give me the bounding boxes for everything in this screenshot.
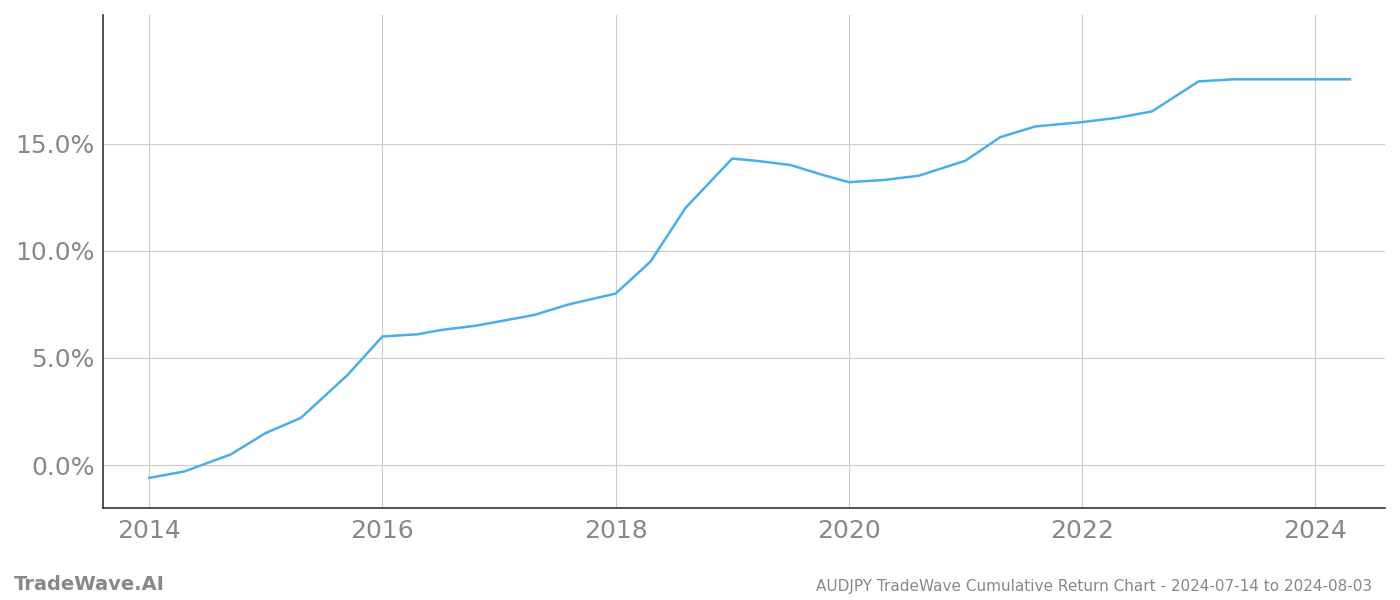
Text: AUDJPY TradeWave Cumulative Return Chart - 2024-07-14 to 2024-08-03: AUDJPY TradeWave Cumulative Return Chart…	[816, 579, 1372, 594]
Text: TradeWave.AI: TradeWave.AI	[14, 575, 165, 594]
